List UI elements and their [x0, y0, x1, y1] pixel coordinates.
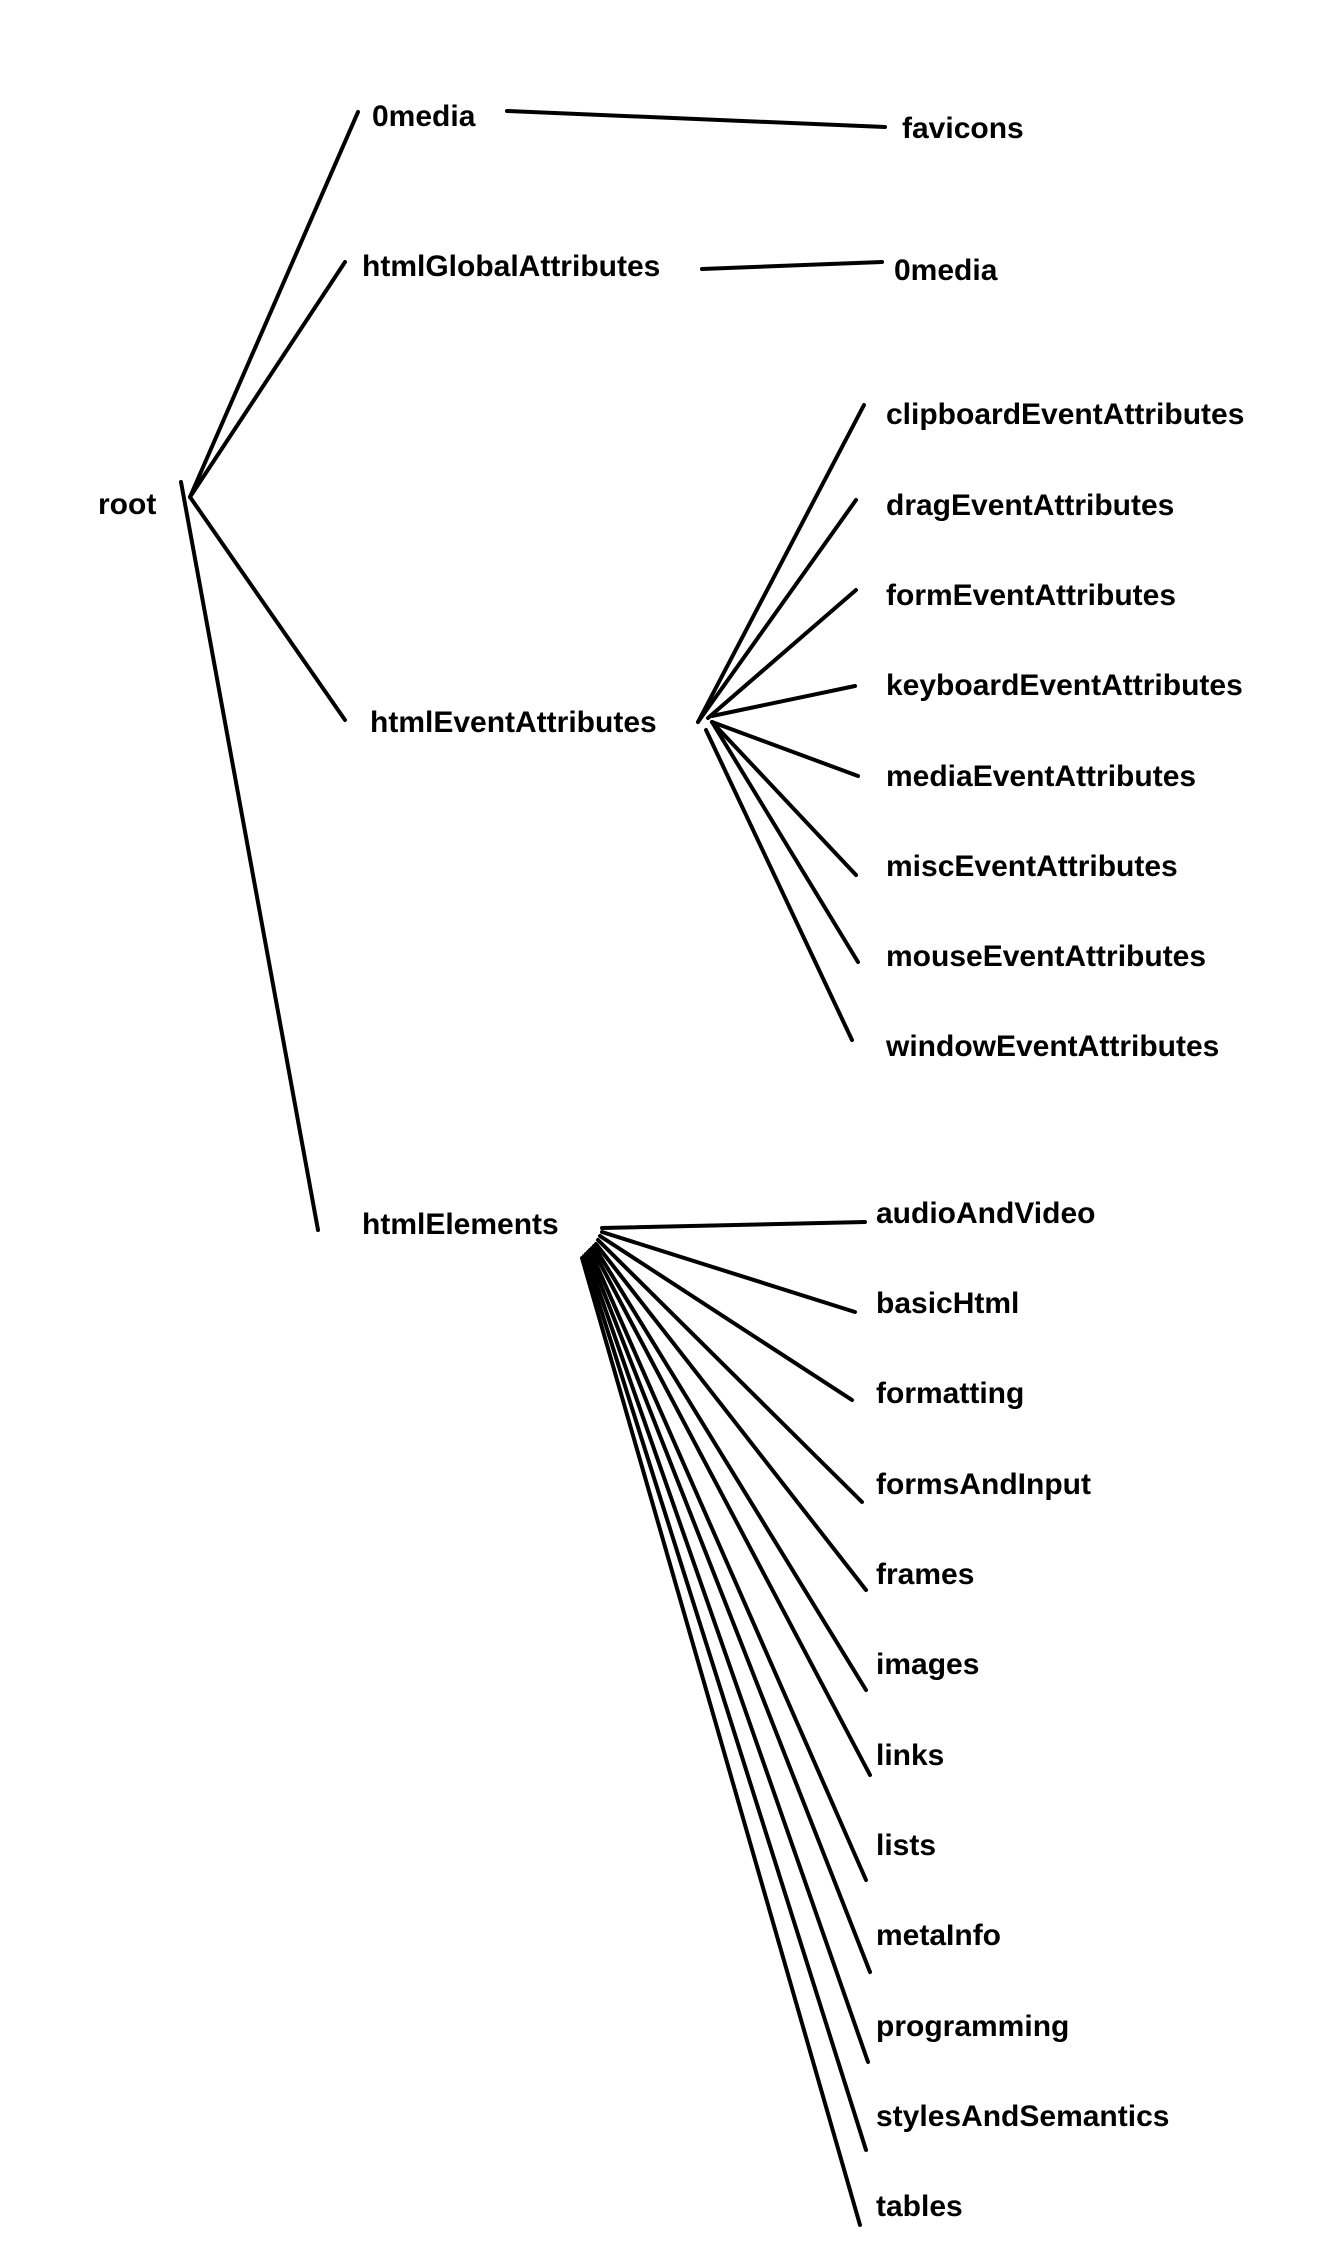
node-favicons: favicons	[902, 112, 1024, 145]
edge-htmlglobalattributes-0media	[702, 262, 882, 269]
node-keyboardeventattributes: keyboardEventAttributes	[886, 669, 1243, 702]
edge-htmleventattributes-mediaeventattributes	[712, 722, 858, 776]
node-misceventattributes: miscEventAttributes	[886, 850, 1178, 883]
edge-htmlelements-formsandinput	[598, 1240, 862, 1502]
edge-htmlelements-audioandvideo	[602, 1222, 865, 1228]
node-images: images	[876, 1648, 979, 1681]
edge-htmleventattributes-misceventattributes	[712, 722, 856, 875]
edge-htmleventattributes-windoweventattributes	[706, 730, 852, 1040]
node-tables: tables	[876, 2190, 963, 2223]
edge-htmlelements-lists	[590, 1250, 866, 1880]
node-htmleventattributes: htmlEventAttributes	[370, 706, 657, 739]
node-0media-child: 0media	[894, 254, 998, 287]
edge-htmlelements-links	[592, 1248, 870, 1775]
edge-htmleventattributes-keyboardeventattributes	[712, 686, 855, 716]
edge-root-htmlelements	[181, 482, 318, 1230]
node-stylesandsemantics: stylesAndSemantics	[876, 2100, 1169, 2133]
edge-htmleventattributes-mouseeventattributes	[712, 722, 858, 962]
node-windoweventattributes: windowEventAttributes	[885, 1030, 1219, 1063]
node-htmlglobalattributes: htmlGlobalAttributes	[362, 250, 660, 283]
node-metainfo: metaInfo	[876, 1919, 1001, 1952]
edge-htmleventattributes-formeventattributes	[708, 590, 856, 718]
node-formeventattributes: formEventAttributes	[886, 579, 1176, 612]
edge-htmlelements-metainfo	[588, 1252, 870, 1972]
node-programming: programming	[876, 2010, 1069, 2043]
node-mediaeventattributes: mediaEventAttributes	[886, 760, 1196, 793]
node-formatting: formatting	[876, 1377, 1024, 1410]
node-lists: lists	[876, 1829, 936, 1862]
edge-root-htmleventattributes	[190, 497, 345, 720]
edge-htmlelements-programming	[586, 1254, 868, 2062]
node-drageventattributes: dragEventAttributes	[886, 489, 1174, 522]
node-clipboardeventattributes: clipboardEventAttributes	[886, 398, 1244, 431]
edge-htmlelements-stylesandsemantics	[584, 1256, 866, 2150]
node-basichtml: basicHtml	[876, 1287, 1019, 1320]
edge-root-htmlglobalattributes	[190, 262, 345, 497]
node-root: root	[98, 488, 156, 521]
edge-htmleventattributes-clipboardeventattributes	[698, 405, 864, 722]
edge-0media-favicons	[507, 111, 885, 127]
node-frames: frames	[876, 1558, 974, 1591]
node-0media: 0media	[372, 100, 476, 133]
node-links: links	[876, 1739, 944, 1772]
node-audioandvideo: audioAndVideo	[876, 1197, 1095, 1230]
node-formsandinput: formsAndInput	[876, 1468, 1091, 1501]
node-mouseeventattributes: mouseEventAttributes	[886, 940, 1206, 973]
node-htmlelements: htmlElements	[362, 1208, 559, 1241]
edge-root-0media	[190, 112, 358, 497]
